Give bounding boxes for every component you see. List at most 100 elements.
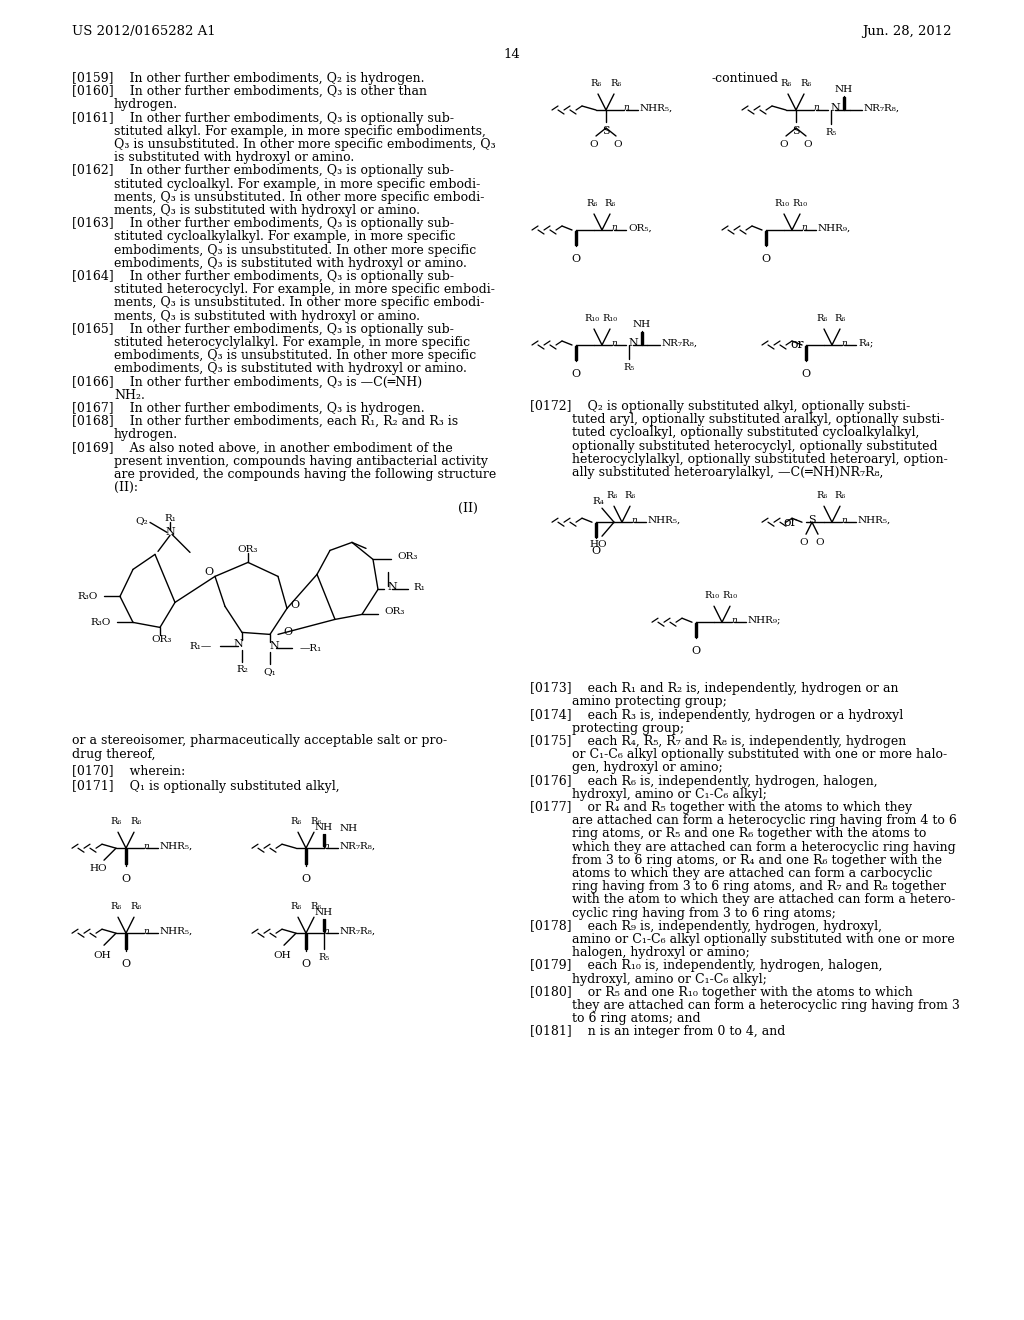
Text: cyclic ring having from 3 to 6 ring atoms;: cyclic ring having from 3 to 6 ring atom… (572, 907, 836, 920)
Text: R₆: R₆ (604, 199, 615, 209)
Text: N: N (830, 103, 840, 114)
Text: R₆: R₆ (816, 314, 827, 323)
Text: O: O (802, 370, 811, 379)
Text: or: or (783, 516, 797, 529)
Text: OH: OH (93, 952, 111, 960)
Text: R₆: R₆ (625, 491, 636, 500)
Text: [0167]    In other further embodiments, Q₃ is hydrogen.: [0167] In other further embodiments, Q₃ … (72, 403, 425, 414)
Text: O: O (571, 370, 581, 379)
Text: R₁₀: R₁₀ (705, 591, 720, 601)
Text: —R₁: —R₁ (300, 644, 323, 653)
Text: NHR₉,: NHR₉, (818, 223, 851, 232)
Text: [0177]    or R₄ and R₅ together with the atoms to which they: [0177] or R₄ and R₅ together with the at… (530, 801, 912, 814)
Text: NH: NH (340, 824, 358, 833)
Text: [0169]    As also noted above, in another embodiment of the: [0169] As also noted above, in another e… (72, 442, 453, 454)
Text: embodiments, Q₃ is unsubstituted. In other more specific: embodiments, Q₃ is unsubstituted. In oth… (114, 350, 476, 362)
Text: R₂: R₂ (237, 665, 248, 675)
Text: R₁: R₁ (413, 583, 425, 591)
Text: R₁₀: R₁₀ (774, 199, 790, 209)
Text: heterocyclylalkyl, optionally substituted heteroaryl, option-: heterocyclylalkyl, optionally substitute… (572, 453, 948, 466)
Text: tuted cycloalkyl, optionally substituted cycloalkylalkyl,: tuted cycloalkyl, optionally substituted… (572, 426, 920, 440)
Text: R₆: R₆ (590, 79, 602, 88)
Text: OR₃: OR₃ (384, 607, 404, 616)
Text: stituted heterocyclylalkyl. For example, in more specific: stituted heterocyclylalkyl. For example,… (114, 337, 470, 348)
Text: (II): (II) (458, 503, 478, 515)
Text: R₆: R₆ (291, 817, 302, 826)
Text: n: n (324, 842, 329, 850)
Text: [0164]    In other further embodiments, Q₃ is optionally sub-: [0164] In other further embodiments, Q₃ … (72, 271, 454, 282)
Text: NR₇R₈,: NR₇R₈, (340, 927, 376, 936)
Text: S: S (793, 125, 800, 136)
Text: NR₇R₈,: NR₇R₈, (662, 338, 698, 347)
Text: hydroxyl, amino or C₁-C₆ alkyl;: hydroxyl, amino or C₁-C₆ alkyl; (572, 788, 767, 801)
Text: R₆: R₆ (310, 817, 322, 826)
Text: stituted heterocyclyl. For example, in more specific embodi-: stituted heterocyclyl. For example, in m… (114, 284, 495, 296)
Text: [0179]    each R₁₀ is, independently, hydrogen, halogen,: [0179] each R₁₀ is, independently, hydro… (530, 960, 883, 973)
Text: NHR₅,: NHR₅, (640, 103, 673, 112)
Text: O: O (122, 874, 131, 884)
Text: [0172]    Q₂ is optionally substituted alkyl, optionally substi-: [0172] Q₂ is optionally substituted alky… (530, 400, 910, 413)
Text: Q₃ is unsubstituted. In other more specific embodiments, Q₃: Q₃ is unsubstituted. In other more speci… (114, 139, 496, 150)
Text: R₁: R₁ (164, 513, 176, 523)
Text: R₆: R₆ (111, 902, 122, 911)
Text: O: O (779, 140, 788, 149)
Text: gen, hydroxyl or amino;: gen, hydroxyl or amino; (572, 762, 723, 775)
Text: or a stereoisomer, pharmaceutically acceptable salt or pro-: or a stereoisomer, pharmaceutically acce… (72, 734, 447, 747)
Text: R₆: R₆ (310, 902, 322, 911)
Text: protecting group;: protecting group; (572, 722, 684, 735)
Text: n: n (631, 516, 637, 525)
Text: R₆: R₆ (816, 491, 827, 500)
Text: R₃O: R₃O (78, 591, 98, 601)
Text: O: O (762, 253, 771, 264)
Text: optionally substituted heterocyclyl, optionally substituted: optionally substituted heterocyclyl, opt… (572, 440, 938, 453)
Text: R₅: R₅ (624, 363, 635, 372)
Text: R₆: R₆ (130, 817, 141, 826)
Text: to 6 ring atoms; and: to 6 ring atoms; and (572, 1012, 700, 1026)
Text: n: n (813, 103, 819, 112)
Text: which they are attached can form a heterocyclic ring having: which they are attached can form a heter… (572, 841, 955, 854)
Text: drug thereof,: drug thereof, (72, 747, 156, 760)
Text: ments, Q₃ is unsubstituted. In other more specific embodi-: ments, Q₃ is unsubstituted. In other mor… (114, 191, 484, 203)
Text: OR₃: OR₃ (152, 635, 172, 644)
Text: NH: NH (315, 824, 333, 832)
Text: n: n (611, 338, 616, 347)
Text: NHR₅,: NHR₅, (160, 927, 194, 936)
Text: present invention, compounds having antibacterial activity: present invention, compounds having anti… (114, 455, 488, 467)
Text: HO: HO (589, 540, 607, 549)
Text: NH₂.: NH₂. (114, 389, 144, 401)
Text: 14: 14 (504, 48, 520, 61)
Text: O: O (691, 647, 700, 656)
Text: atoms to which they are attached can form a carbocyclic: atoms to which they are attached can for… (572, 867, 933, 880)
Text: R₆: R₆ (130, 902, 141, 911)
Text: R₆: R₆ (835, 491, 846, 500)
Text: stituted cycloalkyl. For example, in more specific embodi-: stituted cycloalkyl. For example, in mor… (114, 178, 480, 190)
Text: R₆: R₆ (801, 79, 812, 88)
Text: n: n (841, 516, 847, 525)
Text: [0160]    In other further embodiments, Q₃ is other than: [0160] In other further embodiments, Q₃ … (72, 86, 427, 98)
Text: hydroxyl, amino or C₁-C₆ alkyl;: hydroxyl, amino or C₁-C₆ alkyl; (572, 973, 767, 986)
Text: O: O (613, 140, 623, 149)
Text: ally substituted heteroarylalkyl, —C(═NH)NR₇R₈,: ally substituted heteroarylalkyl, —C(═NH… (572, 466, 884, 479)
Text: n: n (324, 927, 329, 936)
Text: (II):: (II): (114, 482, 138, 494)
Text: [0159]    In other further embodiments, Q₂ is hydrogen.: [0159] In other further embodiments, Q₂ … (72, 73, 425, 84)
Text: [0171]    Q₁ is optionally substituted alkyl,: [0171] Q₁ is optionally substituted alky… (72, 780, 340, 793)
Text: ments, Q₃ is unsubstituted. In other more specific embodi-: ments, Q₃ is unsubstituted. In other mor… (114, 297, 484, 309)
Text: [0180]    or R₅ and one R₁₀ together with the atoms to which: [0180] or R₅ and one R₁₀ together with t… (530, 986, 912, 999)
Text: S: S (602, 125, 610, 136)
Text: [0178]    each R₉ is, independently, hydrogen, hydroxyl,: [0178] each R₉ is, independently, hydrog… (530, 920, 882, 933)
Text: O: O (804, 140, 812, 149)
Text: NH: NH (315, 908, 333, 917)
Text: O: O (284, 627, 293, 638)
Text: O: O (122, 960, 131, 969)
Text: [0166]    In other further embodiments, Q₃ is —C(═NH): [0166] In other further embodiments, Q₃ … (72, 376, 422, 388)
Text: R₆: R₆ (606, 491, 617, 500)
Text: ring having from 3 to 6 ring atoms, and R₇ and R₈ together: ring having from 3 to 6 ring atoms, and … (572, 880, 946, 894)
Text: embodiments, Q₃ is unsubstituted. In other more specific: embodiments, Q₃ is unsubstituted. In oth… (114, 244, 476, 256)
Text: NHR₅,: NHR₅, (160, 842, 194, 850)
Text: O: O (592, 546, 600, 556)
Text: R₁₀: R₁₀ (602, 314, 617, 323)
Text: [0163]    In other further embodiments, Q₃ is optionally sub-: [0163] In other further embodiments, Q₃ … (72, 218, 454, 230)
Text: R₁₀: R₁₀ (723, 591, 737, 601)
Text: O: O (301, 960, 310, 969)
